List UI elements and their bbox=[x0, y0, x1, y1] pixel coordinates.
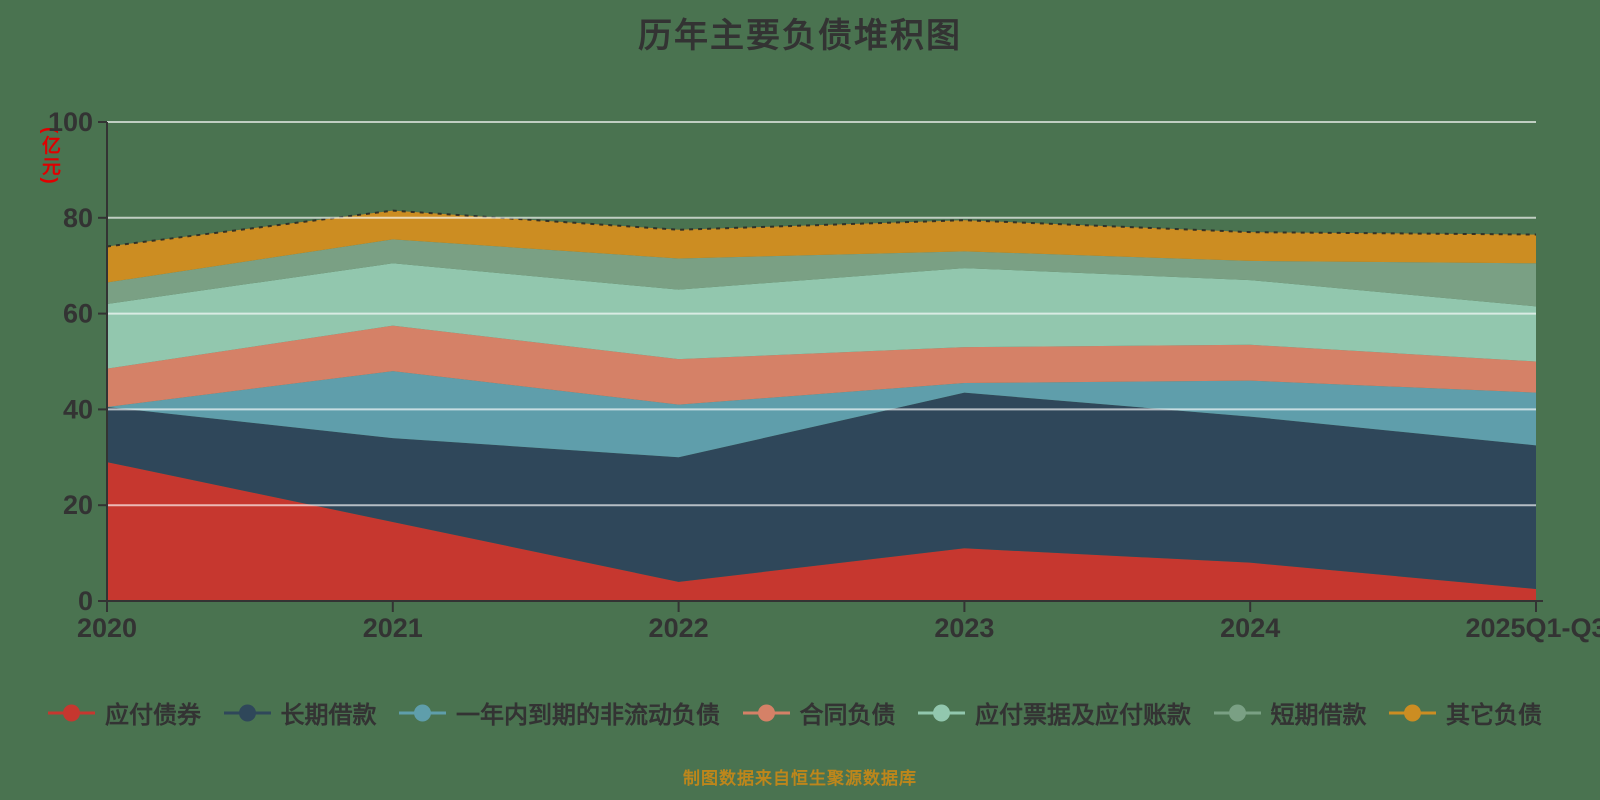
area-series-3 bbox=[107, 371, 1536, 458]
legend-marker-icon bbox=[742, 704, 790, 721]
x-tick-label-1: 2020 bbox=[77, 613, 137, 643]
y-axis-unit-label: (亿元) bbox=[39, 127, 60, 186]
y-tick-label-60: 60 bbox=[63, 299, 93, 329]
footer-note: 制图数据来自恒生聚源数据库 bbox=[683, 769, 917, 788]
legend-label: 应付债券 bbox=[105, 702, 201, 729]
legend-label: 其它负债 bbox=[1446, 702, 1542, 729]
y-tick-label-0: 0 bbox=[78, 586, 93, 616]
legend-marker-icon bbox=[399, 704, 446, 721]
legend-label: 长期借款 bbox=[280, 702, 377, 729]
legend-item-5[interactable]: 应付票据及应付账款 bbox=[918, 695, 1191, 730]
legend-label: 短期借款 bbox=[1270, 702, 1367, 729]
x-tick-label-3: 2022 bbox=[649, 613, 709, 643]
y-tick-label-80: 80 bbox=[63, 203, 93, 233]
legend-marker-icon bbox=[918, 704, 965, 721]
legend-label: 一年内到期的非流动负债 bbox=[456, 702, 720, 729]
legend-marker-icon bbox=[1213, 704, 1261, 721]
area-series-4 bbox=[107, 325, 1536, 408]
x-tick-label-6: 2025Q1-Q3 bbox=[1465, 613, 1600, 643]
legend-marker-icon bbox=[48, 704, 95, 721]
chart-legend: 应付债券 长期借款 一年内到期的非流动负债 合同负债 应付票据及应付账款 短期借款 其它负债 bbox=[48, 695, 1542, 730]
x-tick-label-4: 2023 bbox=[934, 613, 994, 643]
legend-item-1[interactable]: 应付债券 bbox=[48, 695, 201, 730]
area-series-2 bbox=[107, 392, 1536, 590]
chart-title: 历年主要负债堆积图 bbox=[638, 17, 962, 55]
legend-label: 合同负债 bbox=[799, 702, 896, 729]
x-tick-label-5: 2024 bbox=[1220, 613, 1280, 643]
area-series-1 bbox=[107, 462, 1536, 601]
legend-marker-icon bbox=[223, 704, 271, 721]
y-tick-label-100: 100 bbox=[48, 107, 93, 137]
area-series-7 bbox=[107, 210, 1536, 283]
legend-item-2[interactable]: 长期借款 bbox=[223, 695, 377, 730]
legend-item-4[interactable]: 合同负债 bbox=[742, 695, 896, 730]
legend-label: 应付票据及应付账款 bbox=[975, 702, 1191, 729]
x-tick-label-2: 2021 bbox=[363, 613, 423, 643]
y-tick-label-20: 20 bbox=[63, 490, 93, 520]
legend-item-7[interactable]: 其它负债 bbox=[1389, 695, 1542, 730]
legend-marker-icon bbox=[1389, 704, 1436, 721]
y-tick-label-40: 40 bbox=[63, 394, 93, 424]
area-series-5 bbox=[107, 263, 1536, 369]
legend-item-6[interactable]: 短期借款 bbox=[1213, 695, 1367, 730]
legend-item-3[interactable]: 一年内到期的非流动负债 bbox=[399, 695, 720, 730]
area-series-6 bbox=[107, 239, 1536, 307]
